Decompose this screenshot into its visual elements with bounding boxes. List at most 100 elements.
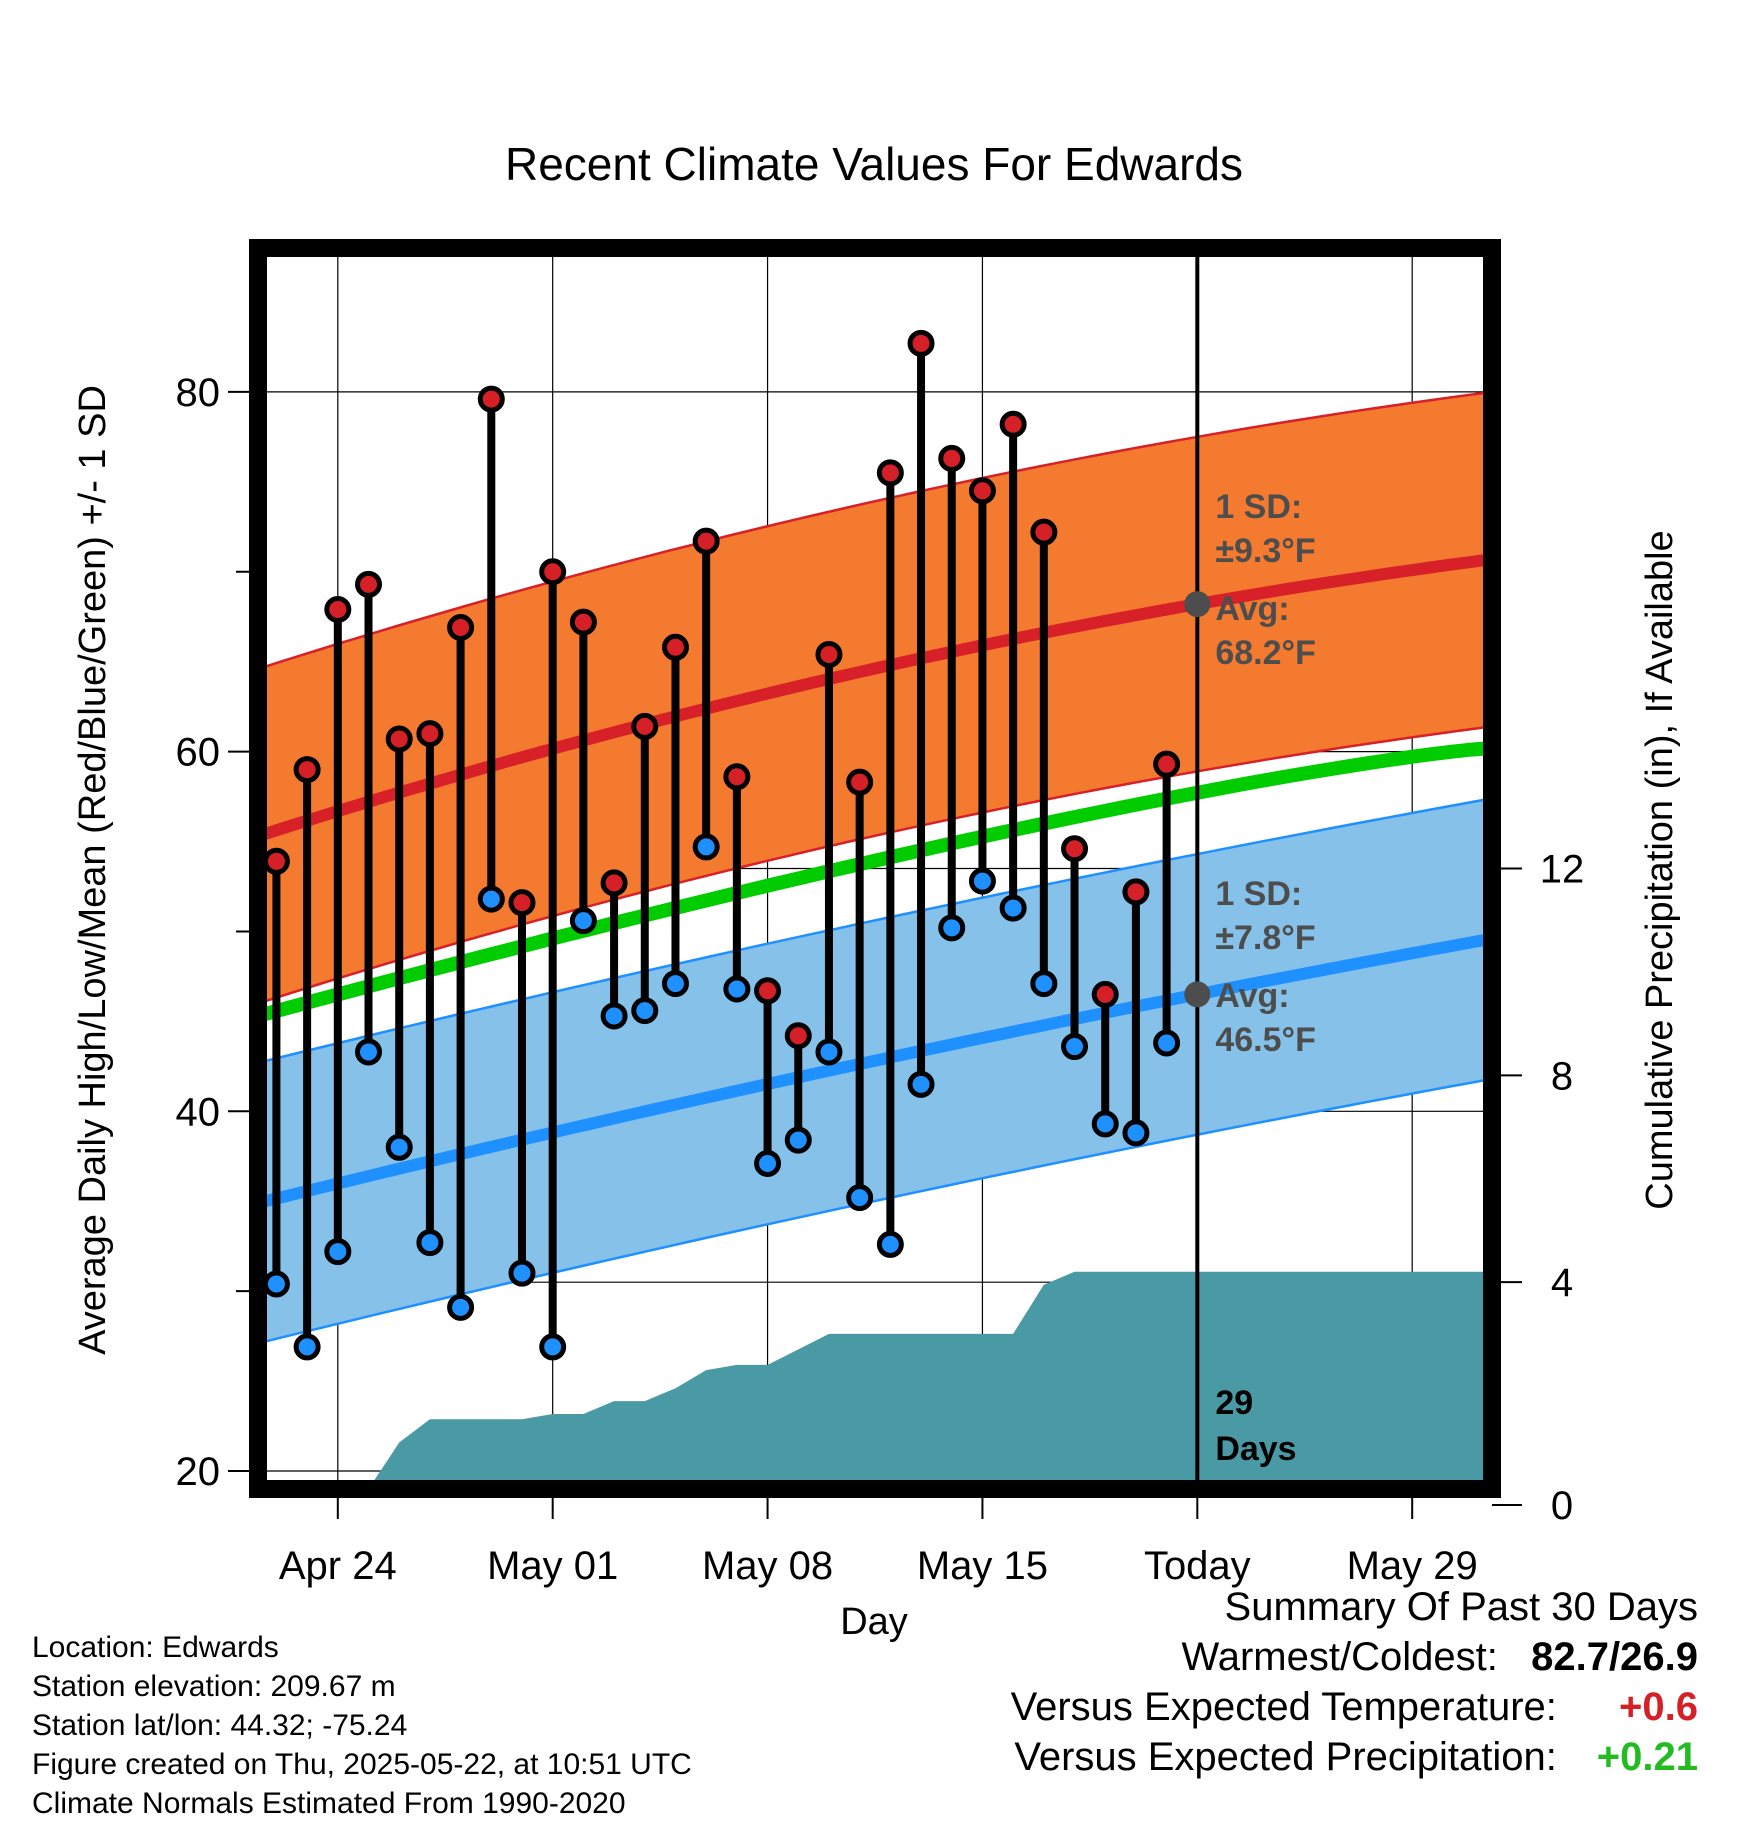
daily-high-point-19 bbox=[846, 768, 874, 796]
x-tick-label-4: Today bbox=[1144, 1544, 1251, 1588]
daily-low-point-27 bbox=[1091, 1110, 1119, 1138]
daily-low-point-7 bbox=[477, 885, 505, 913]
daily-high-point-14 bbox=[692, 527, 720, 555]
low-sd-label: 1 SD: bbox=[1215, 875, 1302, 913]
plot-area: 1 SD: ±9.3°F Avg: 68.2°F 1 SD: ±7.8°F Avg: 46.5… bbox=[256, 248, 1494, 1489]
precip-days-number: 29 bbox=[1215, 1384, 1253, 1422]
daily-high-point-22 bbox=[938, 444, 966, 472]
daily-low-point-4 bbox=[385, 1133, 413, 1161]
daily-high-point-1 bbox=[293, 756, 321, 784]
high-sd-value: ±9.3°F bbox=[1215, 532, 1315, 570]
x-tick-label-5: May 29 bbox=[1347, 1544, 1478, 1588]
high-sd-label: 1 SD: bbox=[1215, 488, 1302, 526]
warmest-coldest-value: 82.7/26.9 bbox=[1531, 1635, 1698, 1679]
y2-axis-label: Cumulative Precipitation (in), If Availa… bbox=[1639, 530, 1681, 1209]
daily-low-point-20 bbox=[876, 1230, 904, 1258]
daily-high-point-25 bbox=[1030, 518, 1058, 546]
elevation-text: Station elevation: 209.67 m bbox=[32, 1670, 396, 1703]
y-tick-label-2: 60 bbox=[176, 731, 221, 775]
summary-panel: Summary Of Past 30 Days Warmest/Coldest:… bbox=[798, 1582, 1698, 1782]
x-tick-label-2: May 08 bbox=[702, 1544, 833, 1588]
daily-low-point-10 bbox=[569, 907, 597, 935]
daily-low-point-23 bbox=[968, 867, 996, 895]
x-tick-label-0: Apr 24 bbox=[279, 1544, 397, 1588]
summary-precip: Versus Expected Precipitation: +0.21 bbox=[798, 1732, 1698, 1782]
summary-title: Summary Of Past 30 Days bbox=[1224, 1585, 1698, 1629]
daily-low-point-18 bbox=[815, 1038, 843, 1066]
daily-high-point-2 bbox=[324, 596, 352, 624]
daily-high-point-16 bbox=[754, 977, 782, 1005]
daily-high-point-29 bbox=[1153, 750, 1181, 778]
daily-high-point-17 bbox=[784, 1022, 812, 1050]
daily-high-point-7 bbox=[477, 385, 505, 413]
location-text: Location: Edwards bbox=[32, 1631, 279, 1664]
daily-high-point-8 bbox=[508, 889, 536, 917]
low-avg-label: Avg: bbox=[1215, 977, 1289, 1015]
station-info: Location: Edwards Station elevation: 209… bbox=[32, 1628, 692, 1823]
daily-high-point-28 bbox=[1122, 878, 1150, 906]
daily-low-point-9 bbox=[539, 1333, 567, 1361]
daily-low-point-13 bbox=[661, 970, 689, 998]
daily-high-point-24 bbox=[999, 410, 1027, 438]
temp-label: Versus Expected Temperature: bbox=[1010, 1685, 1557, 1729]
daily-high-point-20 bbox=[876, 459, 904, 487]
daily-high-point-9 bbox=[539, 558, 567, 586]
normals-text: Climate Normals Estimated From 1990-2020 bbox=[32, 1787, 626, 1820]
y2-tick-label-0: 0 bbox=[1551, 1484, 1573, 1528]
y2-tick-label-3: 12 bbox=[1540, 848, 1585, 892]
summary-warmest-coldest: Warmest/Coldest: 82.7/26.9 bbox=[798, 1632, 1698, 1682]
daily-high-point-23 bbox=[968, 477, 996, 505]
y-tick-label-1: 40 bbox=[176, 1090, 221, 1134]
daily-high-point-4 bbox=[385, 725, 413, 753]
daily-low-point-0 bbox=[262, 1270, 290, 1298]
high-upper-sd-line bbox=[257, 390, 1493, 671]
daily-high-point-26 bbox=[1061, 835, 1089, 863]
daily-high-point-18 bbox=[815, 640, 843, 668]
created-text: Figure created on Thu, 2025-05-22, at 10… bbox=[32, 1748, 692, 1781]
daily-low-point-14 bbox=[692, 833, 720, 861]
daily-high-point-10 bbox=[569, 608, 597, 636]
daily-high-point-5 bbox=[416, 720, 444, 748]
daily-low-point-26 bbox=[1061, 1033, 1089, 1061]
daily-low-point-28 bbox=[1122, 1119, 1150, 1147]
daily-low-point-3 bbox=[355, 1038, 383, 1066]
x-tick-label-3: May 15 bbox=[917, 1544, 1048, 1588]
daily-high-point-6 bbox=[447, 613, 475, 641]
y-axis-label: Average Daily High/Low/Mean (Red/Blue/Gr… bbox=[72, 385, 114, 1355]
daily-low-point-5 bbox=[416, 1229, 444, 1257]
daily-high-point-12 bbox=[631, 712, 659, 740]
x-tick-label-1: May 01 bbox=[487, 1544, 618, 1588]
daily-high-point-27 bbox=[1091, 980, 1119, 1008]
y-tick-label-0: 20 bbox=[176, 1450, 221, 1494]
daily-high-point-11 bbox=[600, 869, 628, 897]
precip-area bbox=[258, 1271, 1492, 1489]
daily-high-point-3 bbox=[355, 570, 383, 598]
high-avg-label: Avg: bbox=[1215, 590, 1289, 628]
daily-low-point-22 bbox=[938, 914, 966, 942]
daily-low-point-8 bbox=[508, 1259, 536, 1287]
daily-high-point-15 bbox=[723, 763, 751, 791]
daily-low-point-16 bbox=[754, 1149, 782, 1177]
daily-low-point-21 bbox=[907, 1070, 935, 1098]
daily-low-point-24 bbox=[999, 894, 1027, 922]
y2-tick-label-2: 8 bbox=[1551, 1054, 1573, 1098]
daily-low-point-17 bbox=[784, 1126, 812, 1154]
precip-value: +0.21 bbox=[1596, 1735, 1698, 1779]
chart-title: Recent Climate Values For Edwards bbox=[505, 138, 1243, 190]
daily-low-point-29 bbox=[1153, 1029, 1181, 1057]
precip-days-unit: Days bbox=[1215, 1430, 1296, 1468]
today-low-avg-marker bbox=[1184, 981, 1211, 1008]
y-tick-label-3: 80 bbox=[176, 371, 221, 415]
warmest-coldest-label: Warmest/Coldest: bbox=[1181, 1635, 1498, 1679]
high-sd-band bbox=[258, 391, 1492, 1004]
daily-low-point-1 bbox=[293, 1333, 321, 1361]
x-axis-label: Day bbox=[840, 1601, 908, 1643]
daily-high-point-0 bbox=[262, 847, 290, 875]
daily-high-point-13 bbox=[661, 633, 689, 661]
daily-low-point-6 bbox=[447, 1293, 475, 1321]
latlon-text: Station lat/lon: 44.32; -75.24 bbox=[32, 1709, 408, 1742]
low-sd-band bbox=[258, 798, 1492, 1344]
temp-value: +0.6 bbox=[1619, 1685, 1698, 1729]
axes: 20 40 60 80 0 4 8 12 Apr 24 May 01 May 08 May 15 Tod… bbox=[176, 239, 1585, 1588]
